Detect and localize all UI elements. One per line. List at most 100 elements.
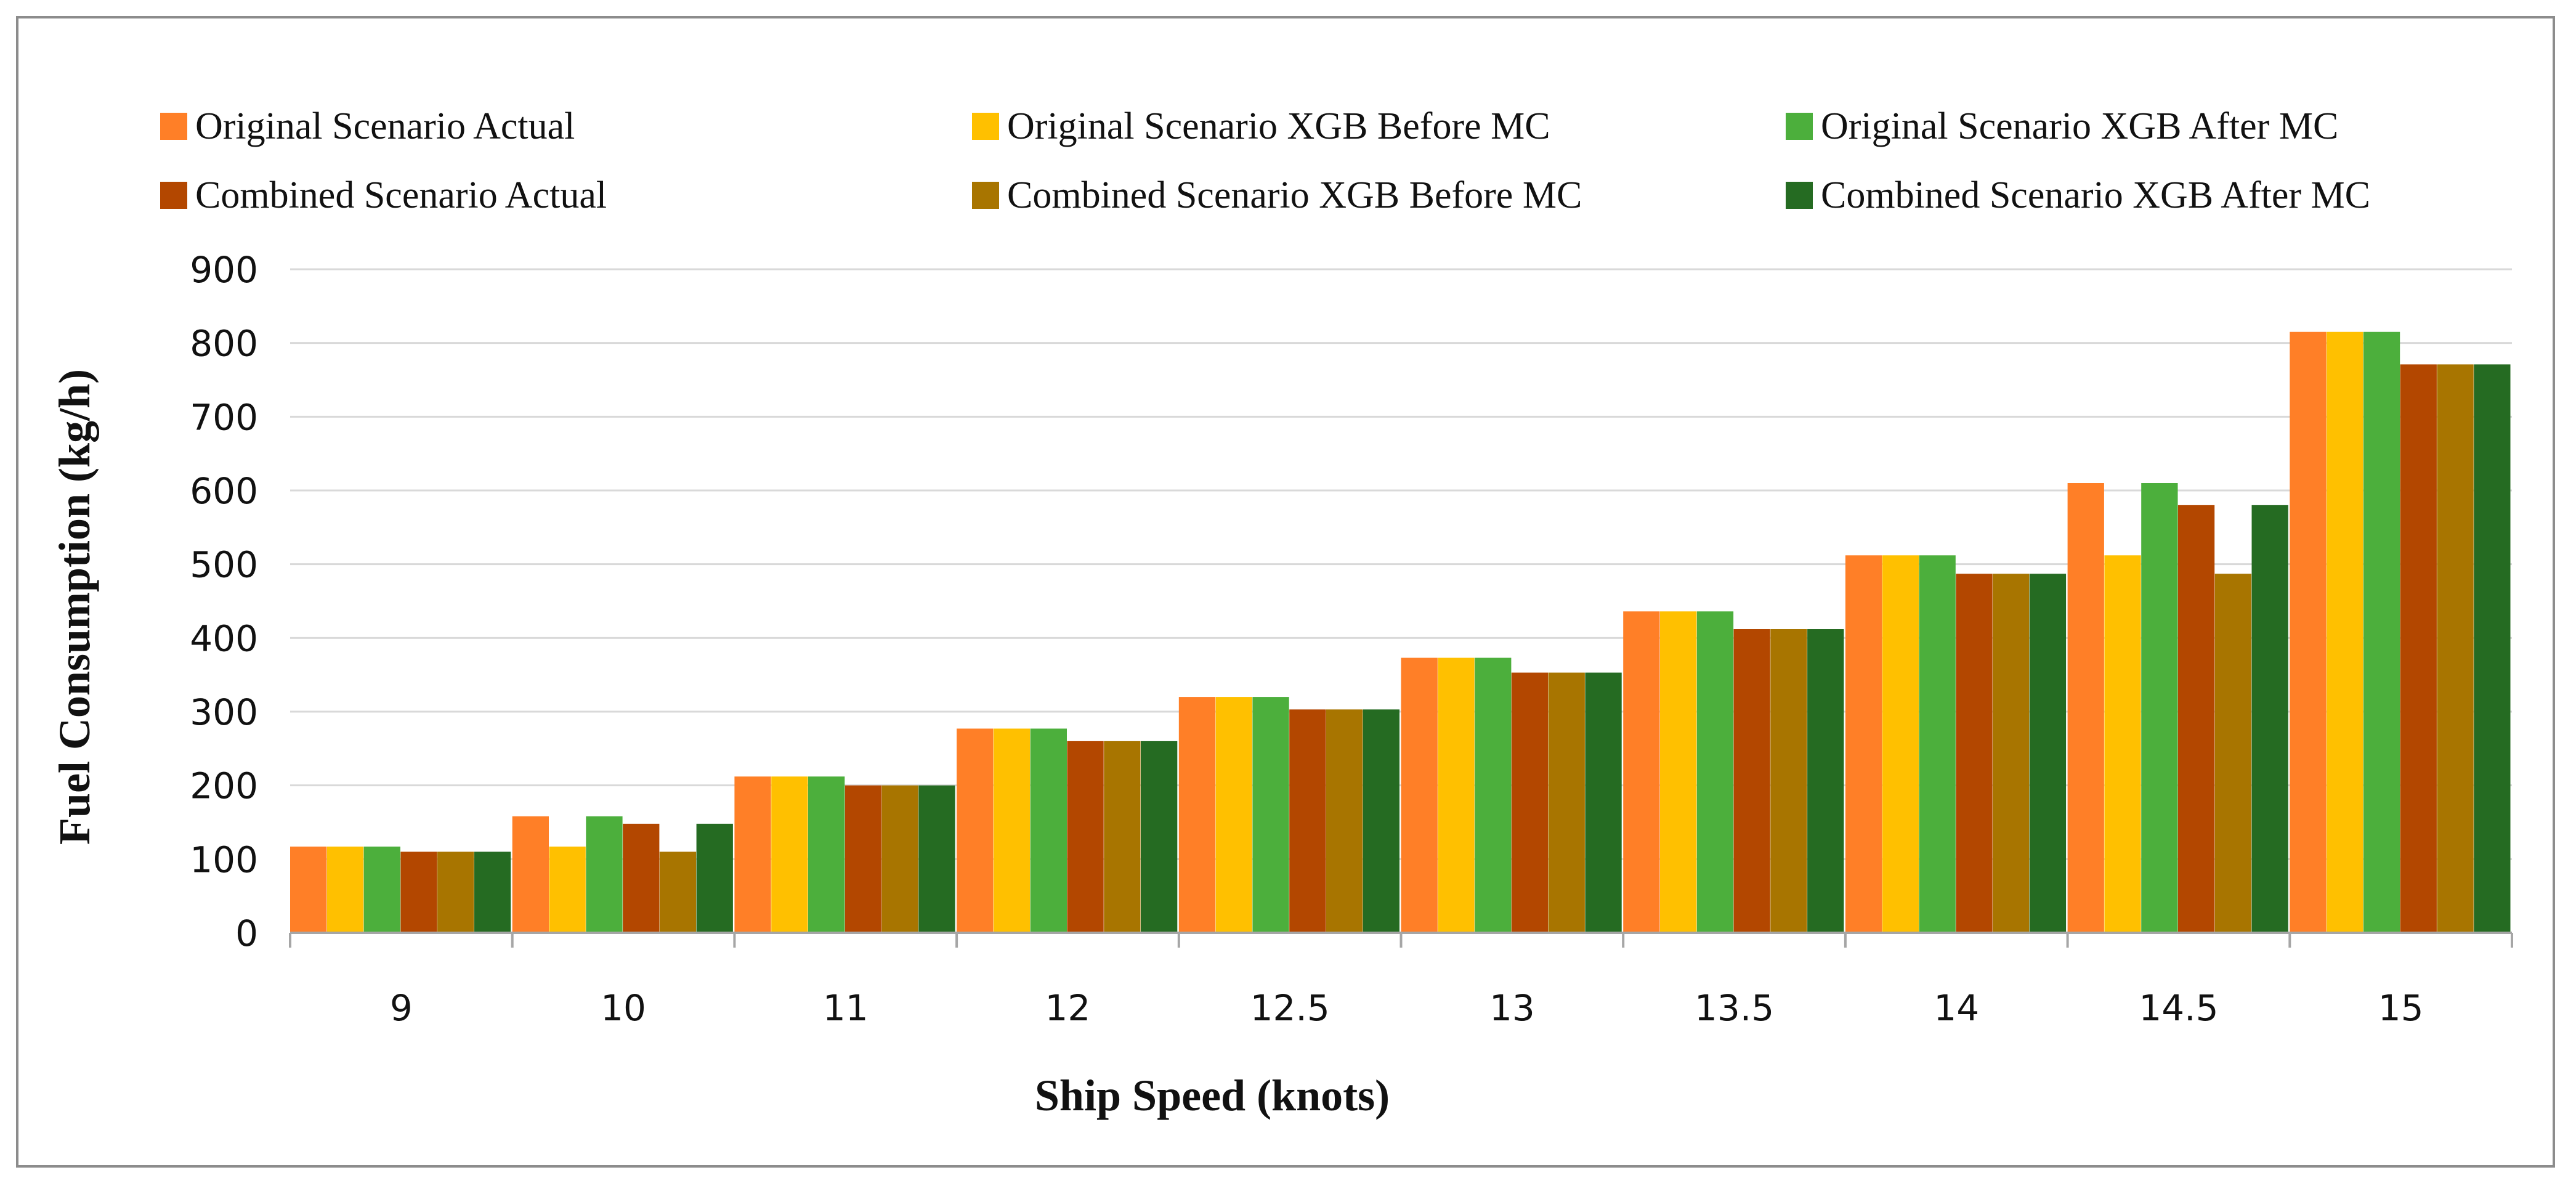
bar (1067, 741, 1104, 933)
bar (1511, 672, 1549, 933)
x-tick-label: 12 (1045, 987, 1091, 1029)
bar (2437, 364, 2474, 933)
bars (290, 331, 2511, 933)
legend-swatch (1786, 182, 1813, 209)
legend-swatch (160, 113, 187, 140)
bar (1438, 657, 1475, 933)
bar (1104, 741, 1141, 933)
bar (2290, 331, 2327, 933)
legend-label: Original Scenario XGB After MC (1821, 105, 2338, 147)
bar (1660, 611, 1697, 933)
bar (549, 847, 586, 933)
bar (1141, 741, 1178, 933)
legend-label: Combined Scenario XGB Before MC (1007, 174, 1582, 216)
legend-swatch (972, 113, 999, 140)
bar (1401, 657, 1438, 933)
bar (1770, 629, 1807, 933)
y-tick-label: 800 (190, 323, 258, 365)
bar (734, 776, 771, 933)
bar (623, 823, 660, 933)
x-tick-label: 14.5 (2139, 987, 2218, 1029)
bar (1882, 555, 1919, 933)
bar-chart: 0 100 200 300 400 500 600 700 800 900 9 10 11 12 12.5… (50, 105, 2513, 1120)
bar (1623, 611, 1660, 933)
y-tick-label: 900 (190, 249, 258, 291)
bar (2251, 505, 2288, 933)
bar (957, 728, 994, 933)
legend-item: Original Scenario XGB Before MC (972, 105, 1550, 147)
x-tick-label: 11 (823, 987, 869, 1029)
bar (771, 776, 808, 933)
bar (1215, 697, 1252, 933)
bar (1289, 709, 1326, 933)
y-tick-label: 300 (190, 691, 258, 733)
legend-label: Original Scenario Actual (195, 105, 575, 147)
bar (1326, 709, 1363, 933)
legend-label: Combined Scenario Actual (195, 174, 607, 216)
bar (1845, 555, 1882, 933)
legend-item: Combined Scenario XGB After MC (1786, 174, 2370, 216)
y-tick-label: 500 (190, 544, 258, 586)
bar (437, 852, 474, 933)
x-tick-label: 12.5 (1250, 987, 1330, 1029)
y-tick-label: 600 (190, 470, 258, 512)
bar (400, 852, 437, 933)
bar (659, 852, 697, 933)
y-tick-label: 0 (235, 913, 258, 954)
bar (1585, 672, 1622, 933)
x-tick-label: 14 (1934, 987, 1979, 1029)
legend-item: Original Scenario XGB After MC (1786, 105, 2338, 147)
y-tick-label: 400 (190, 617, 258, 659)
x-tick-label: 13 (1489, 987, 1535, 1029)
legend-label: Combined Scenario XGB After MC (1821, 174, 2370, 216)
x-tick-label: 13.5 (1695, 987, 1774, 1029)
bar (474, 852, 511, 933)
bar (2067, 483, 2104, 933)
x-tick-label: 9 (390, 987, 413, 1029)
y-tick-label: 200 (190, 765, 258, 807)
legend-swatch (1786, 113, 1813, 140)
legend-swatch (972, 182, 999, 209)
bar (696, 823, 733, 933)
bar (2214, 574, 2251, 933)
bar (844, 785, 882, 933)
legend-label: Original Scenario XGB Before MC (1007, 105, 1550, 147)
bar (326, 847, 364, 933)
bar (2400, 364, 2437, 933)
bar (2363, 331, 2400, 933)
bar (1807, 629, 1844, 933)
y-tick-label: 100 (190, 839, 258, 880)
bar (993, 728, 1031, 933)
bar (881, 785, 918, 933)
bar (2029, 574, 2067, 933)
legend: Original Scenario Actual Original Scenari… (160, 105, 2370, 216)
bar (512, 816, 549, 933)
bar (1733, 629, 1770, 933)
bar (1548, 672, 1585, 933)
bar (1475, 657, 1512, 933)
legend-item: Combined Scenario XGB Before MC (972, 174, 1582, 216)
bar (1919, 555, 1956, 933)
x-tick-label: 15 (2378, 987, 2424, 1029)
bar (1696, 611, 1734, 933)
bar (2327, 331, 2363, 933)
bar (586, 816, 623, 933)
bar (808, 776, 845, 933)
chart-frame: 0 100 200 300 400 500 600 700 800 900 9 10 11 12 12.5… (16, 16, 2555, 1168)
bar (918, 785, 955, 933)
legend-swatch (160, 182, 187, 209)
y-tick-label: 700 (190, 396, 258, 438)
legend-item: Combined Scenario Actual (160, 174, 607, 216)
bar (1178, 697, 1216, 933)
bar (290, 847, 327, 933)
y-axis-ticks: 0 100 200 300 400 500 600 700 800 900 (190, 249, 258, 954)
bar (2141, 483, 2178, 933)
bar (1030, 728, 1067, 933)
gridlines (290, 268, 2512, 860)
bar (2104, 555, 2141, 933)
bar (363, 847, 400, 933)
bar (1956, 574, 1993, 933)
bar (2177, 505, 2215, 933)
bar (2474, 364, 2511, 933)
x-axis-title: Ship Speed (knots) (1035, 1071, 1390, 1120)
